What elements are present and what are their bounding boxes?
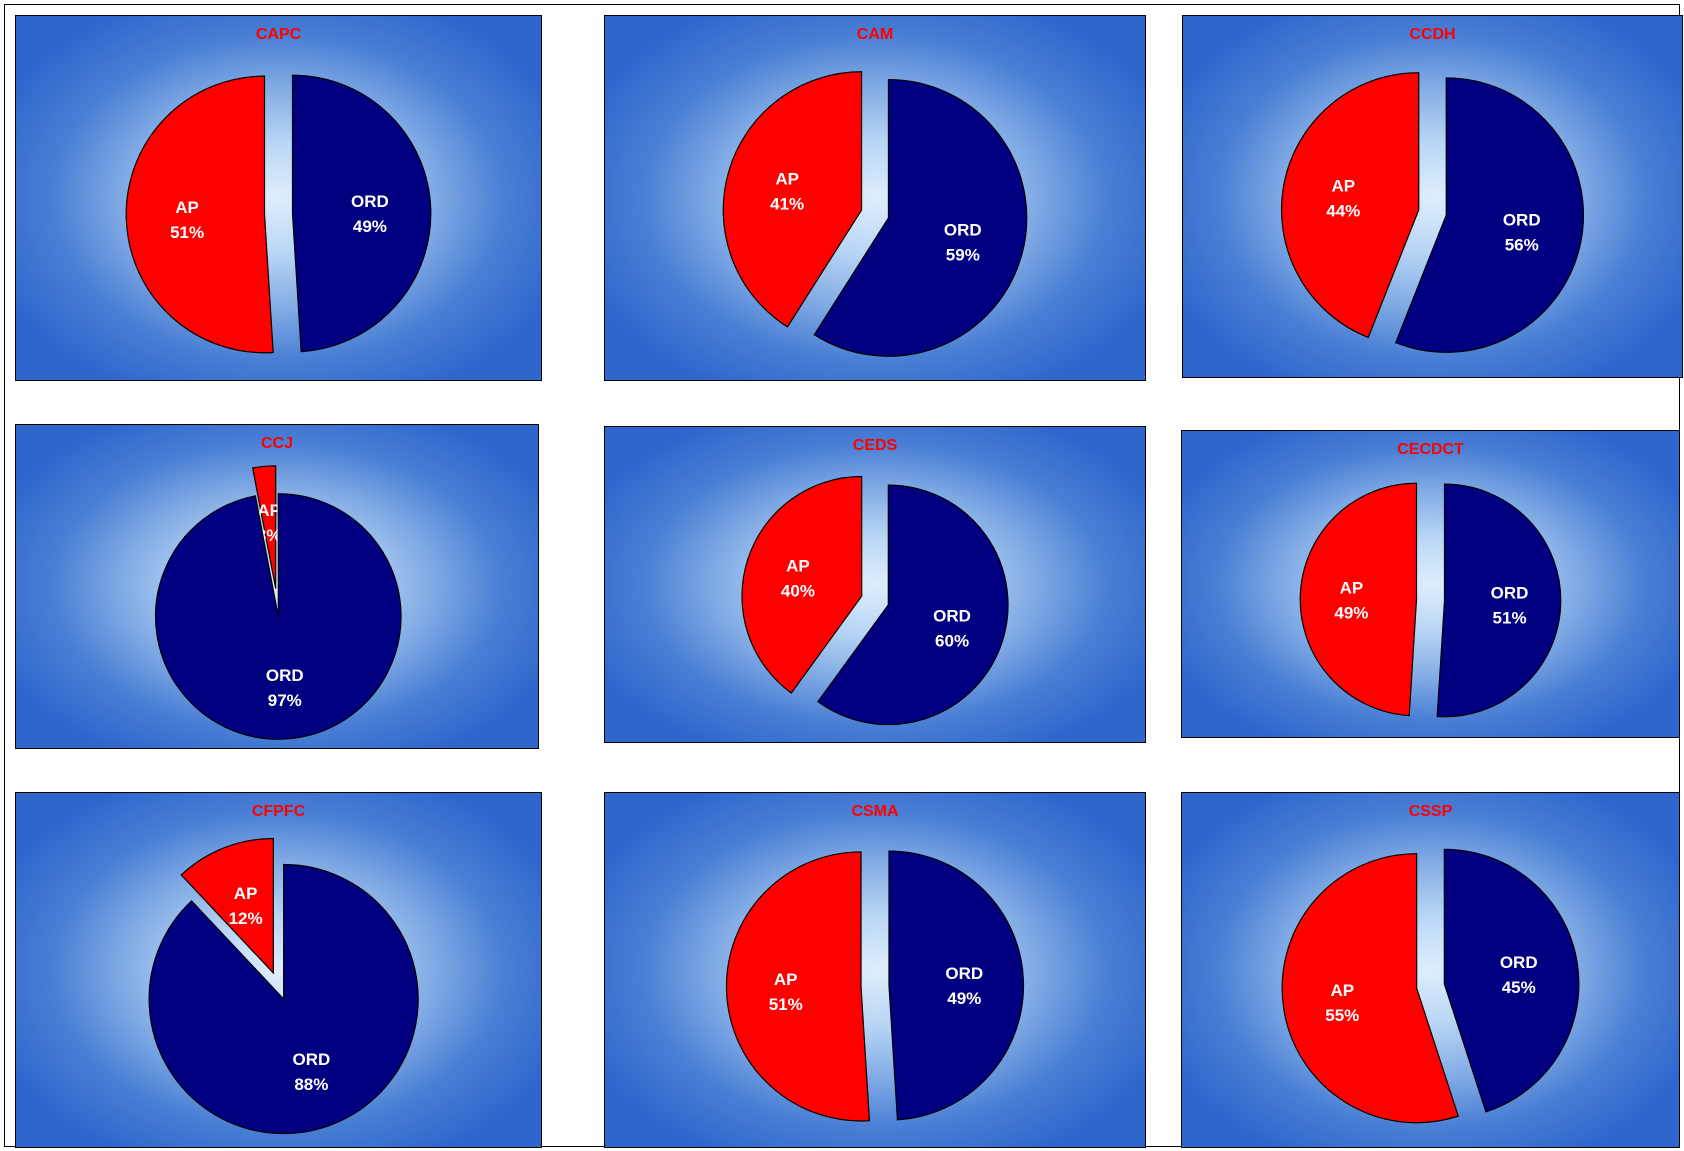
pie-slice-ord: ORD 97%: [155, 493, 402, 740]
slice-ord-shape: [1436, 483, 1562, 718]
pie-slice-ord: ORD 88%: [148, 863, 419, 1135]
slice-ord-shape: [888, 850, 1025, 1121]
pie-slice-ord: ORD 56%: [1394, 77, 1584, 353]
pie-slice-ord: ORD 45%: [1443, 848, 1580, 1113]
pie-panel-csma: CSMA AP 51% ORD 49%: [604, 792, 1146, 1148]
pie-slice-ord: ORD 60%: [817, 484, 1009, 726]
slice-ap-shape: [1299, 482, 1418, 717]
pie-panel-ccdh: CCDH AP 44% ORD 56%: [1182, 15, 1683, 378]
pie-slice-ap: AP 12%: [180, 837, 274, 975]
slice-ap-shape: [125, 75, 274, 354]
slice-ap-shape: [251, 465, 277, 589]
pie-slice-ap: AP 40%: [741, 475, 863, 694]
slice-value-label: 12%: [229, 909, 263, 928]
slice-value-label: 44%: [1326, 201, 1360, 220]
slice-value-label: 60%: [935, 632, 969, 651]
pie-panel-capc: CAPC AP 51% ORD 49%: [15, 15, 542, 381]
slice-label: AP: [786, 556, 810, 575]
pie-slice-ap: AP 55%: [1281, 853, 1459, 1124]
chart-title: CEDS: [852, 437, 898, 454]
pie-slice-ord: ORD 51%: [1436, 483, 1562, 718]
slice-value-label: 45%: [1502, 978, 1536, 997]
chart-title: CECDCT: [1397, 441, 1464, 458]
slice-ord-shape: [148, 863, 419, 1135]
slice-value-label: 51%: [1493, 608, 1527, 627]
pie-slice-ord: ORD 49%: [888, 850, 1025, 1121]
pie-slice-ap: AP 41%: [722, 71, 863, 328]
pie-chart-capc: AP 51% ORD 49%: [125, 74, 432, 354]
slice-label: ORD: [1491, 583, 1529, 602]
slice-label: ORD: [1503, 211, 1541, 230]
chart-title: CSMA: [851, 803, 899, 820]
chart-title: CSSP: [1408, 803, 1453, 820]
slice-ord-shape: [817, 484, 1009, 726]
pie-chart-csma: AP 51% ORD 49%: [725, 850, 1025, 1122]
slice-ord-shape: [1443, 848, 1580, 1113]
slice-ord-shape: [813, 78, 1028, 357]
pie-chart-cecdct: AP 49% ORD 51%: [1299, 482, 1562, 718]
pie-slice-ap: AP 49%: [1299, 482, 1418, 717]
pie-slice-ap: AP 51%: [125, 75, 274, 354]
slice-label: AP: [1331, 176, 1355, 195]
slice-value-label: 49%: [947, 989, 981, 1008]
chart-title: CAM: [856, 26, 894, 43]
pie-panel-cam: CAM AP 41% ORD 59%: [604, 15, 1146, 381]
slice-value-label: 97%: [268, 691, 302, 710]
slice-ap-shape: [180, 837, 274, 975]
pie-chart-cfpfc: AP 12% ORD 88%: [148, 837, 419, 1135]
slice-value-label: 88%: [294, 1075, 328, 1094]
pie-panel-cfpfc: CFPFC AP 12% ORD 88%: [15, 792, 542, 1148]
slice-ord-shape: [291, 74, 432, 353]
pie-chart-cssp: AP 55% ORD 45%: [1281, 848, 1580, 1124]
chart-title: CAPC: [255, 26, 302, 43]
slice-ap-shape: [722, 71, 863, 328]
slice-label: ORD: [944, 221, 982, 240]
slice-label: AP: [774, 970, 798, 989]
slice-label: AP: [257, 501, 281, 520]
chart-title: CCJ: [260, 435, 293, 452]
slice-label: AP: [234, 884, 258, 903]
pie-panel-cecdct: CECDCT AP 49% ORD 51%: [1181, 430, 1680, 738]
pie-panel-cssp: CSSP AP 55% ORD 45%: [1181, 792, 1680, 1148]
slice-ord-shape: [1394, 77, 1584, 353]
slice-ap-shape: [1281, 853, 1459, 1124]
slice-label: AP: [1340, 579, 1364, 598]
slice-ap-shape: [741, 475, 863, 694]
slice-label: ORD: [292, 1050, 330, 1069]
slice-label: ORD: [351, 192, 389, 211]
pie-panel-ceds: CEDS AP 40% ORD 60%: [604, 426, 1146, 743]
chart-title: CFPFC: [251, 803, 306, 820]
slice-value-label: 56%: [1505, 236, 1539, 255]
pie-slice-ord: ORD 49%: [291, 74, 432, 353]
pie-slice-ord: ORD 59%: [813, 78, 1028, 357]
pie-slice-ap: AP 51%: [725, 851, 871, 1122]
slice-ord-shape: [155, 493, 402, 740]
slice-label: ORD: [933, 607, 971, 626]
pie-chart-ceds: AP 40% ORD 60%: [741, 475, 1009, 726]
slice-label: ORD: [1500, 953, 1538, 972]
slice-label: ORD: [945, 964, 983, 983]
slice-value-label: 59%: [946, 246, 980, 265]
slice-label: AP: [775, 169, 799, 188]
pie-chart-cam: AP 41% ORD 59%: [722, 71, 1028, 357]
slice-ap-shape: [725, 851, 871, 1122]
slice-label: AP: [1330, 981, 1354, 1000]
pie-chart-ccdh: AP 44% ORD 56%: [1280, 72, 1584, 353]
pie-slice-ap: AP 44%: [1280, 72, 1420, 339]
slice-label: ORD: [266, 666, 304, 685]
pie-panel-ccj: CCJ AP 3% ORD 97%: [15, 424, 539, 749]
slice-value-label: 51%: [769, 995, 803, 1014]
slice-value-label: 41%: [770, 194, 804, 213]
slice-value-label: 55%: [1325, 1006, 1359, 1025]
slice-value-label: 49%: [1334, 604, 1368, 623]
slice-value-label: 49%: [353, 217, 387, 236]
slice-label: AP: [175, 198, 199, 217]
slice-ap-shape: [1280, 72, 1420, 339]
slice-value-label: 51%: [170, 223, 204, 242]
chart-title: CCDH: [1409, 26, 1456, 43]
slice-value-label: 40%: [781, 581, 815, 600]
